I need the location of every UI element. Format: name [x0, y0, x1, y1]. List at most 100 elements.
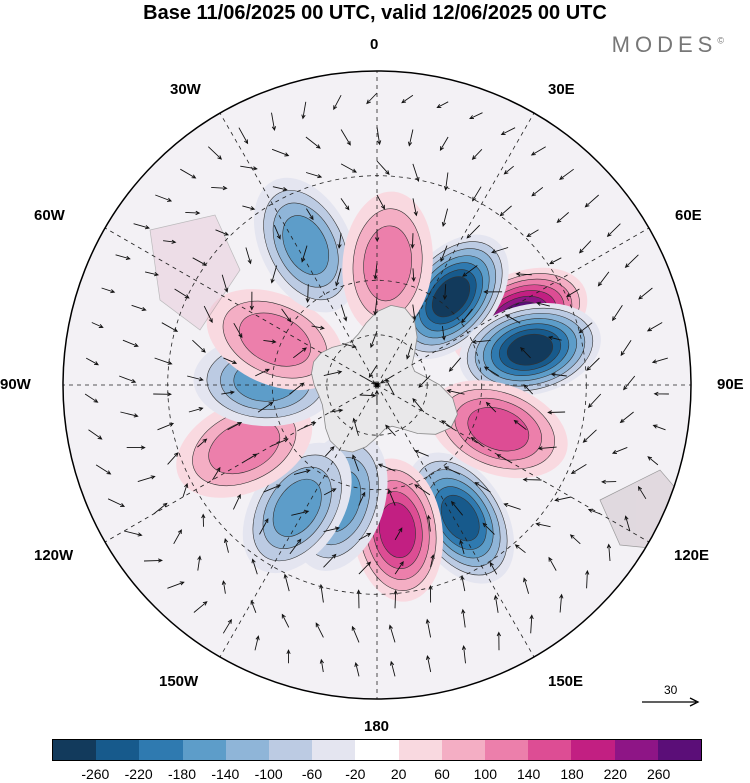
lon-label-120e: 120E — [674, 547, 710, 564]
wind-vector — [272, 186, 288, 192]
wind-vector — [323, 526, 341, 533]
wind-vector — [585, 569, 590, 589]
wind-vector — [107, 498, 126, 507]
wind-vector — [461, 645, 467, 664]
wind-vector — [223, 357, 238, 365]
colorbar-tick-label: 140 — [516, 766, 541, 782]
wind-vector — [377, 463, 396, 472]
colorbar-tick-label: -100 — [254, 766, 283, 782]
vector-reference: 30 — [640, 683, 710, 713]
wind-vector — [201, 513, 206, 527]
anomaly-contour — [282, 215, 330, 276]
colorbar-segment — [312, 740, 356, 760]
wind-vector — [133, 223, 150, 230]
wind-vector — [620, 339, 632, 357]
wind-vector — [491, 247, 509, 254]
colorbar-tick-label: 20 — [390, 766, 407, 782]
wind-vector — [185, 210, 201, 216]
wind-vector — [291, 510, 310, 516]
brand-mark: © — [717, 35, 724, 46]
wind-vector — [587, 393, 602, 408]
colorbar-segment — [53, 740, 97, 760]
wind-vector — [606, 223, 621, 238]
colorbar-tick-label: 180 — [560, 766, 584, 782]
wind-vector — [305, 136, 321, 149]
wind-vector — [513, 419, 527, 431]
lon-label-90w: 90W — [0, 376, 31, 393]
wind-vector — [323, 488, 337, 496]
wind-vector — [289, 538, 302, 555]
wind-vector — [221, 390, 235, 395]
wind-vector — [566, 288, 580, 298]
wind-vector — [647, 456, 659, 466]
wind-vector — [394, 527, 403, 541]
wind-vector — [505, 314, 521, 324]
wind-vector — [531, 187, 544, 197]
wind-vector — [91, 322, 104, 328]
anomaly-contour — [239, 312, 311, 367]
wind-vector — [155, 194, 173, 202]
wind-vector — [439, 136, 449, 151]
wind-vector — [192, 339, 206, 353]
wind-vector — [335, 268, 342, 287]
wind-vector — [535, 522, 551, 528]
wind-vector — [579, 240, 592, 254]
wind-vector — [530, 146, 546, 156]
wind-vector — [249, 291, 254, 311]
wind-vector — [500, 127, 516, 135]
wind-vector — [153, 502, 168, 515]
wind-vector — [406, 343, 413, 360]
colorbar-segment — [528, 740, 572, 760]
wind-vector — [393, 589, 398, 609]
anomaly-contour — [431, 276, 471, 318]
wind-vector — [153, 392, 172, 397]
colorbar-tick-label: -140 — [211, 766, 240, 782]
wind-vector — [385, 378, 395, 396]
wind-vector — [333, 94, 342, 111]
wind-vector — [358, 561, 372, 575]
wind-vector — [173, 529, 182, 545]
wind-vector — [354, 662, 360, 677]
colorbar-segment — [398, 740, 442, 760]
wind-vector — [623, 375, 636, 391]
south-america-landmass — [149, 214, 241, 331]
wind-vector — [388, 624, 396, 643]
wind-vector — [385, 424, 396, 437]
colorbar-tick-label: -20 — [345, 766, 366, 782]
wind-vector — [624, 515, 631, 532]
wind-vector — [470, 436, 483, 447]
wind-vector — [522, 477, 542, 482]
wind-vector — [271, 148, 290, 157]
lon-label-150e: 150E — [548, 673, 584, 690]
wind-vector — [376, 160, 390, 175]
lon-label-60w: 60W — [34, 207, 65, 224]
wind-vector — [547, 410, 566, 415]
wind-vector — [221, 580, 227, 594]
wind-vector — [250, 599, 257, 613]
wind-vector — [425, 654, 432, 673]
wind-vector — [376, 126, 382, 146]
wind-vector — [306, 208, 314, 221]
wind-vector — [223, 537, 229, 553]
wind-vector — [387, 488, 396, 506]
wind-vector — [373, 262, 378, 280]
wind-vector — [270, 265, 278, 284]
wind-vector — [283, 573, 290, 592]
wind-vector — [197, 555, 202, 571]
wind-vector — [482, 522, 495, 535]
colorbar-tick-label: -180 — [167, 766, 197, 782]
wind-vector — [459, 539, 465, 555]
wind-vector — [469, 112, 483, 120]
wind-vector — [412, 398, 425, 413]
wind-vector — [401, 94, 414, 104]
wind-vector — [414, 484, 431, 496]
colorbar — [52, 739, 702, 761]
wind-vector — [352, 417, 359, 436]
anomaly-contour — [272, 478, 322, 537]
map-title: Base 11/06/2025 00 UTC, valid 12/06/2025… — [143, 2, 607, 24]
wind-vector — [499, 205, 512, 217]
wind-vector — [144, 271, 160, 277]
wind-vector — [529, 614, 534, 634]
wind-vector — [537, 446, 557, 451]
wind-vector — [637, 485, 647, 500]
